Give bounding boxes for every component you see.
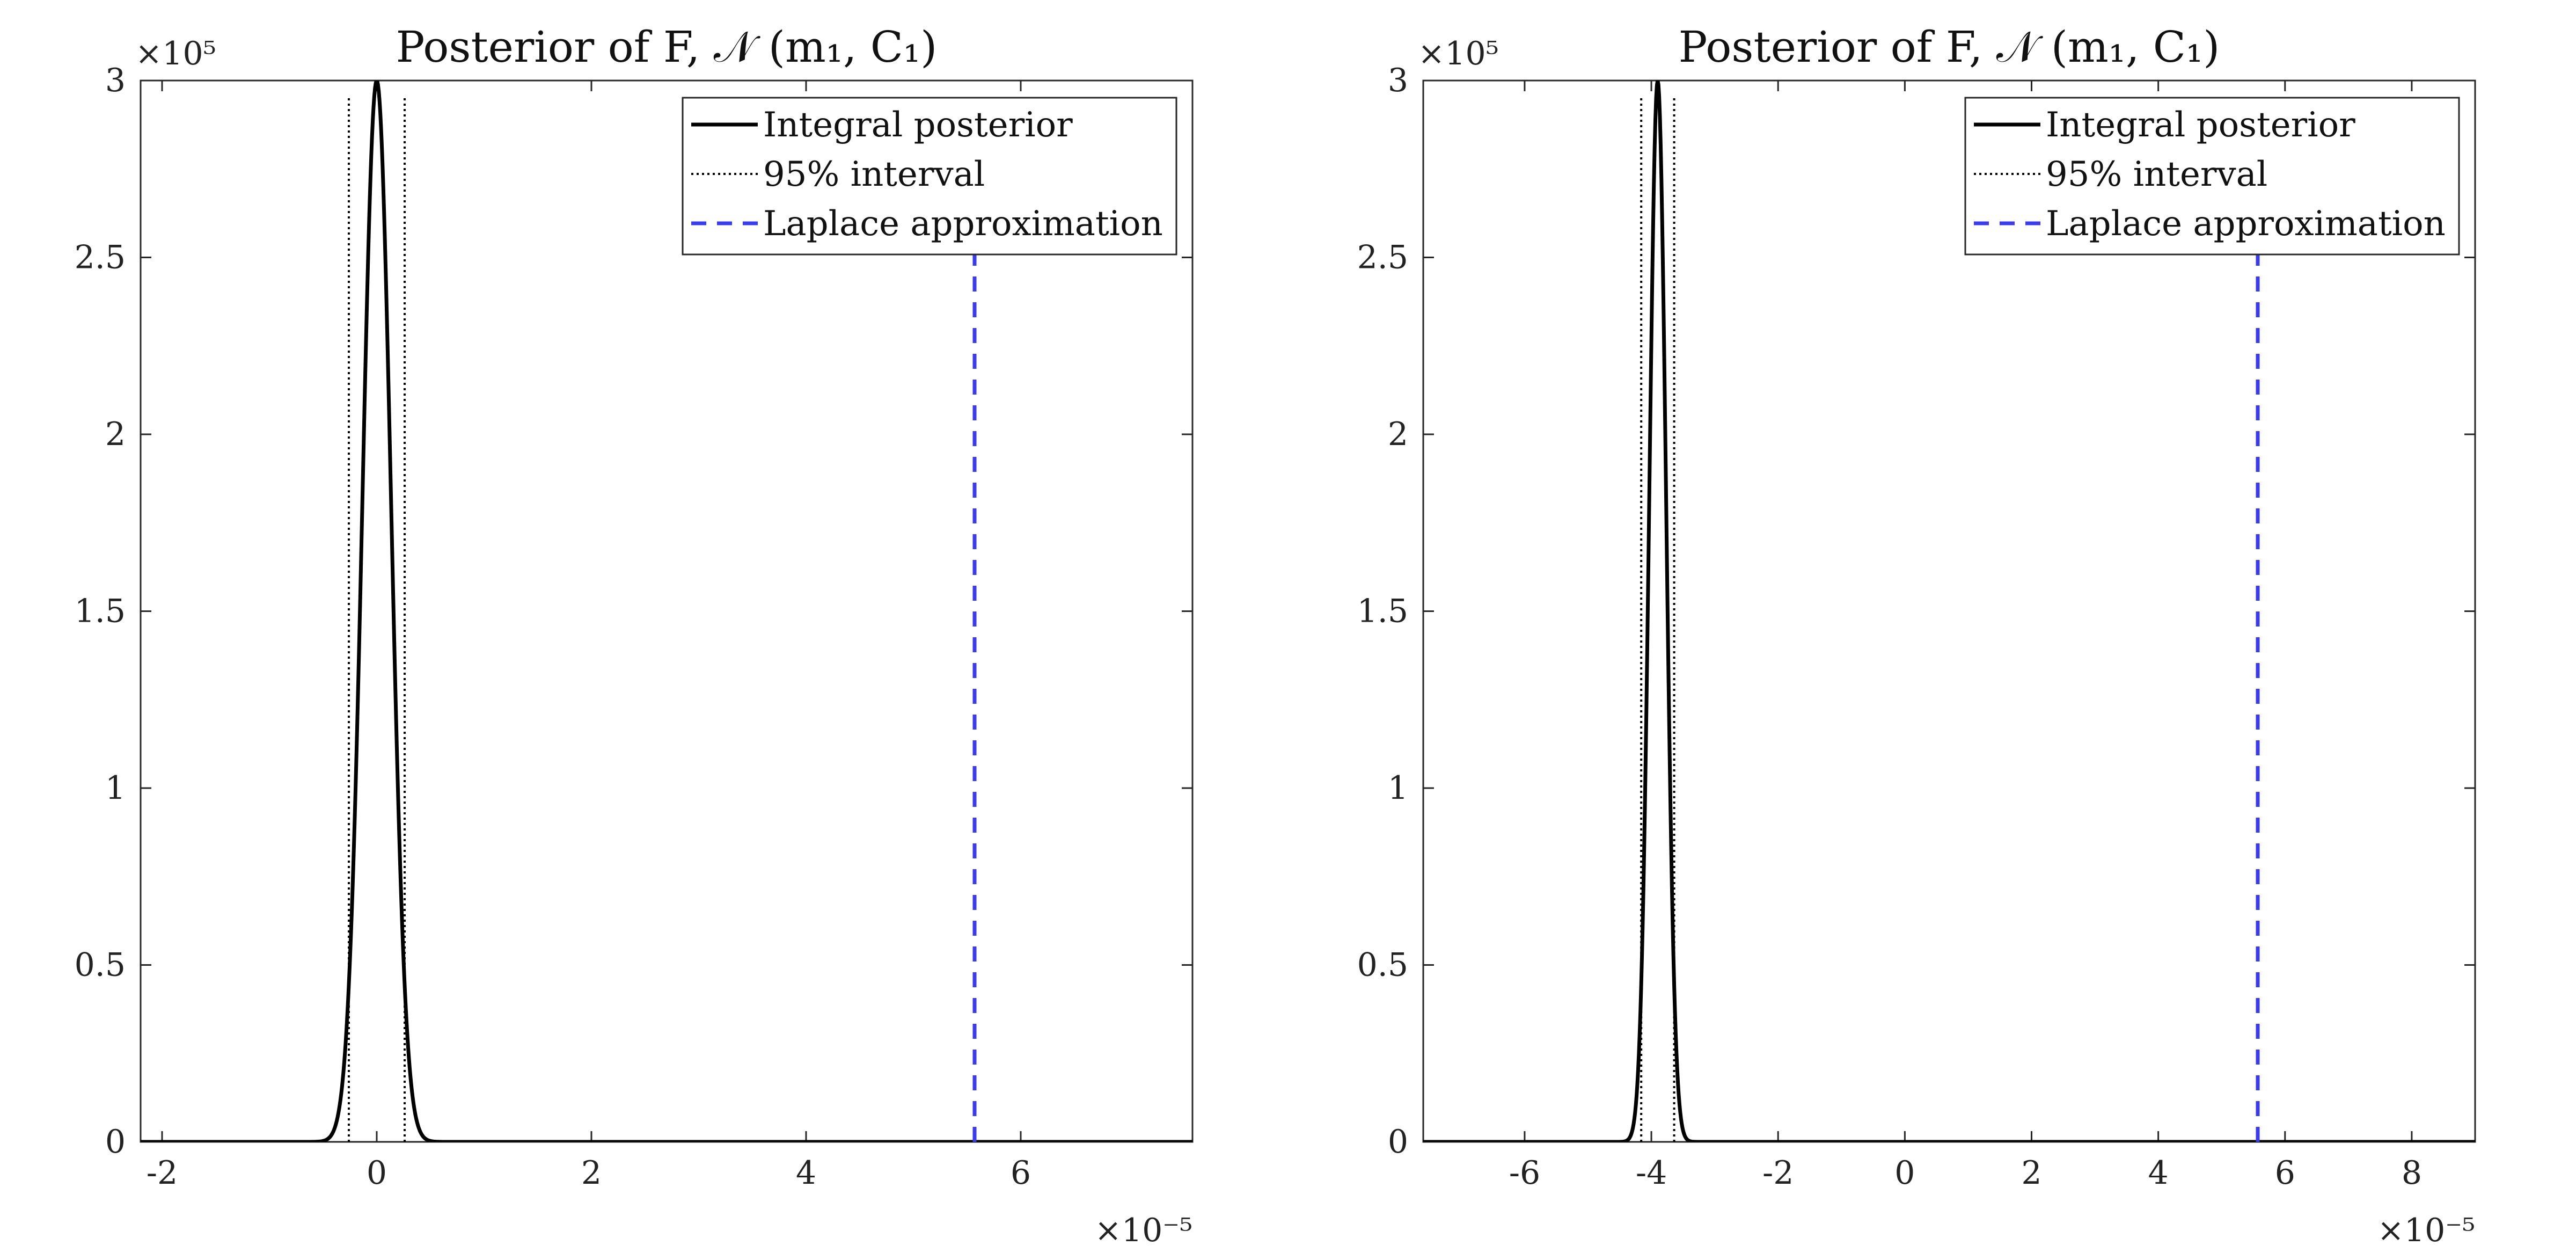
x-exponent: ×10⁻⁵	[1095, 1212, 1192, 1249]
x-tick-label: 6	[2275, 1154, 2295, 1192]
legend: Integral posterior 95% interval Laplace ap…	[682, 97, 1177, 256]
legend-label: 95% interval	[763, 155, 985, 194]
chart-title: Posterior of F, 𝒩 (m₁, C₁)	[1679, 22, 2220, 72]
plot-area	[1423, 81, 2475, 1142]
y-exponent: ×10⁵	[1418, 35, 1499, 72]
x-exponent: ×10⁻⁵	[2377, 1212, 2475, 1249]
x-tick-label: 4	[796, 1154, 816, 1192]
subplot-2: -6 -4 -2 0 2 4 6 8 0 0.5 1 1.5 2 2.5 3 ×10⁵ ×10⁻⁵ Posteri…	[1357, 22, 2476, 1249]
legend: Integral posterior 95% interval Laplace ap…	[1964, 97, 2460, 256]
y-tick-label: 1	[1388, 769, 1408, 807]
y-tick-label: 0.5	[75, 946, 126, 984]
y-tick-label: 3	[1388, 62, 1408, 99]
legend-label: Laplace approximation	[763, 204, 1163, 244]
posterior-curve	[141, 81, 1192, 1142]
y-exponent: ×10⁵	[135, 35, 216, 72]
subplot-1: -2 0 2 4 6 0 0.5 1 1.5 2 2.5 3×10⁵ ×10⁻⁵ Posterior of…	[75, 22, 1194, 1249]
x-tick-label: -2	[147, 1154, 178, 1192]
chart-title: Posterior of F, 𝒩 (m₁, C₁)	[396, 22, 938, 72]
y-tick-label: 1.5	[75, 593, 126, 630]
legend-box	[1964, 97, 2460, 256]
y-tick-label: 0	[105, 1123, 126, 1161]
legend-label: Integral posterior	[2046, 105, 2355, 145]
legend-label: 95% interval	[2046, 155, 2267, 194]
legend-label: Laplace approximation	[2046, 204, 2446, 244]
y-tick-label: 1	[105, 769, 126, 807]
x-tick-label: 6	[1011, 1154, 1031, 1192]
y-tick-label: 0.5	[1357, 946, 1408, 984]
y-tick-label: 2	[1388, 416, 1408, 453]
y-tick-label: 3	[105, 62, 126, 99]
x-tick-label: 2	[581, 1154, 602, 1192]
y-tick-label: 0	[1388, 1123, 1408, 1161]
x-tick-label: 2	[2021, 1154, 2041, 1192]
x-tick-label: 0	[367, 1154, 387, 1192]
x-tick-label: 0	[1894, 1154, 1915, 1192]
y-tick-label: 2.5	[75, 239, 126, 276]
y-tick-label: 1.5	[1357, 593, 1408, 630]
x-tick-label: -2	[1762, 1154, 1794, 1192]
y-tick-label: 2	[105, 416, 126, 453]
legend-box	[682, 97, 1177, 256]
x-tick-label: -4	[1636, 1154, 1667, 1192]
x-tick-label: 8	[2402, 1154, 2422, 1192]
plot-area	[141, 81, 1192, 1142]
legend-label: Integral posterior	[763, 105, 1073, 145]
x-tick-label: 4	[2148, 1154, 2169, 1192]
y-tick-label: 2.5	[1357, 239, 1408, 276]
x-tick-label: -6	[1509, 1154, 1540, 1192]
